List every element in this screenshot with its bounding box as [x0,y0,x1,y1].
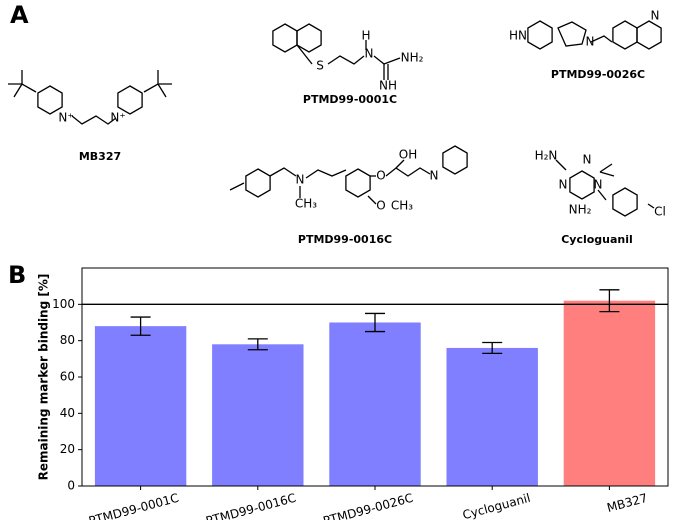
atom-label: CH₃ [391,199,413,213]
atom-label: N [651,9,660,23]
atom-label: CH₃ [295,197,317,211]
ring [245,168,271,198]
ring [636,20,662,50]
atom-label: NH₂ [401,51,424,65]
y-tick-label: 60 [60,370,75,384]
bar [446,347,538,486]
ring [569,170,595,200]
y-tick-label: 40 [60,406,75,420]
atom-label: N [365,47,374,61]
panel-label: B [8,261,26,289]
x-tick-label: PTMD99-0016C [204,491,297,520]
ring [612,20,638,50]
atom-label: N [594,178,603,192]
atom-label: NH₂ [569,203,592,217]
atom-label: N [430,169,439,183]
atom-label: H₂N [535,149,558,163]
y-tick-label: 20 [60,442,75,456]
atom-label: N⁺ [58,111,73,125]
x-tick-label: MB327 [605,491,649,515]
x-tick-label: PTMD99-0026C [322,491,415,520]
panel-label: A [10,1,29,29]
y-axis-label: Remaining marker binding [%] [37,274,51,481]
y-tick-label: 0 [67,479,75,493]
bar [563,300,656,486]
y-tick-label: 80 [60,333,75,347]
atom-label: HN [509,29,527,43]
ring [442,145,468,175]
atom-label: NH [379,79,397,93]
atom-label: O [376,169,385,183]
ring [37,85,63,115]
ring [527,20,553,50]
atom-label: O [376,199,385,213]
compound-name: PTMD99-0026C [551,68,645,81]
ring [612,187,638,217]
atom-label: N [559,178,568,192]
bar [329,322,421,486]
x-tick-label: Cycloguanil [461,491,532,520]
plot-frame [81,267,669,487]
compound-name: MB327 [79,150,121,163]
atom-label: OH [399,148,417,162]
compound-name: PTMD99-0001C [303,93,397,106]
compound-name: Cycloguanil [561,233,633,246]
bar [212,344,304,486]
atom-label: N [586,35,595,49]
atom-label: Cl [654,205,666,219]
atom-label: S [316,59,324,73]
bar [94,326,187,486]
y-tick-label: 100 [52,297,75,311]
ring [296,23,322,53]
ring [272,23,298,53]
ring [345,168,371,198]
atom-label: N [296,173,305,187]
atom-label: H [361,29,370,43]
compound-name: PTMD99-0016C [298,233,392,246]
atom-label: N [583,153,592,167]
atom-label: N⁺ [110,111,125,125]
ring [117,85,143,115]
x-tick-label: PTMD99-0001C [87,491,180,520]
structures [8,20,662,217]
